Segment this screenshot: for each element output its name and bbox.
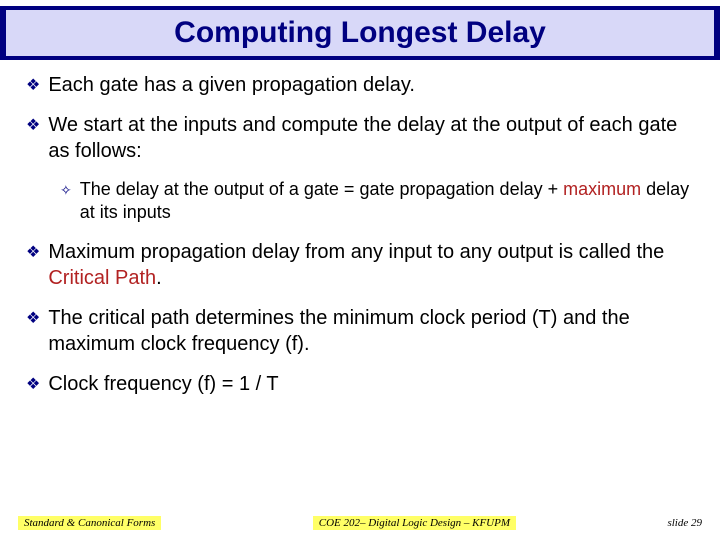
bullet-item: ❖ The critical path determines the minim… [26,305,694,357]
bullet-item: ❖ Each gate has a given propagation dela… [26,72,694,98]
highlight-text: maximum [563,179,641,199]
bullet-text: Each gate has a given propagation delay. [48,72,415,98]
text-part: The delay at the output of a gate = gate… [80,179,563,199]
footer: Standard & Canonical Forms COE 202– Digi… [0,516,720,530]
footer-left: Standard & Canonical Forms [18,516,161,530]
diamond-icon: ❖ [26,375,40,396]
title-bar: Computing Longest Delay [0,6,720,60]
text-part: Maximum propagation delay from any input… [48,241,664,263]
bullet-text: Maximum propagation delay from any input… [48,239,694,291]
slide-title: Computing Longest Delay [174,16,546,49]
sub-bullet-item: ✧ The delay at the output of a gate = ga… [60,178,694,225]
bullet-item: ❖ Maximum propagation delay from any inp… [26,239,694,291]
bullet-item: ❖ Clock frequency (f) = 1 / T [26,371,694,397]
text-part: . [156,267,162,289]
sub-bullet-text: The delay at the output of a gate = gate… [80,178,694,225]
diamond-icon: ❖ [26,309,40,330]
bullet-text: The critical path determines the minimum… [48,305,694,357]
highlight-text: Critical Path [48,267,156,289]
diamond-outline-icon: ✧ [60,181,72,199]
diamond-icon: ❖ [26,116,40,137]
content-area: ❖ Each gate has a given propagation dela… [0,60,720,397]
bullet-text: We start at the inputs and compute the d… [48,112,694,164]
footer-center: COE 202– Digital Logic Design – KFUPM [313,516,516,530]
diamond-icon: ❖ [26,243,40,264]
bullet-item: ❖ We start at the inputs and compute the… [26,112,694,164]
title-inner: Computing Longest Delay [6,10,714,56]
diamond-icon: ❖ [26,76,40,97]
bullet-text: Clock frequency (f) = 1 / T [48,371,278,397]
footer-right: slide 29 [667,517,702,529]
